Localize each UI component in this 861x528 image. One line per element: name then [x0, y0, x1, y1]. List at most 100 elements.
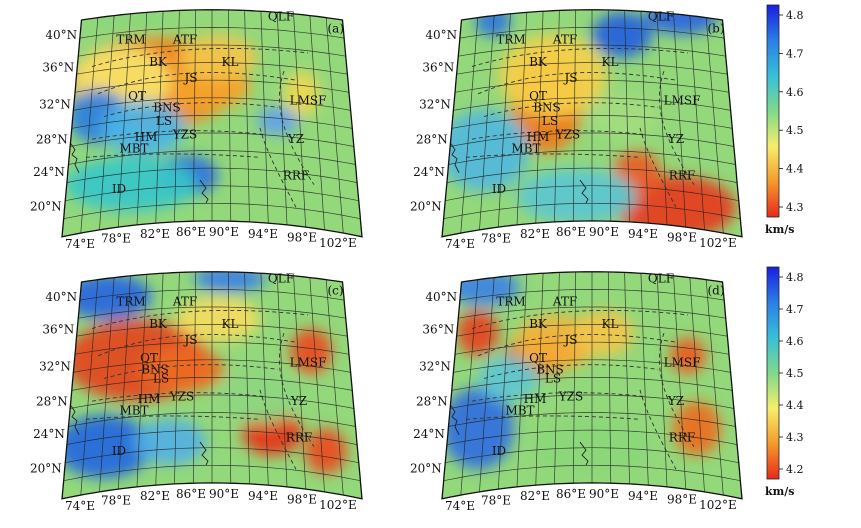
fault-label: ATF: [552, 294, 577, 308]
fault-trace: [471, 47, 689, 67]
longitude-label: 86°E: [176, 225, 206, 239]
fault-label: ID: [112, 182, 126, 196]
fault-label: HM: [524, 392, 547, 406]
longitude-label: 98°E: [667, 231, 697, 245]
map-frame: [441, 9, 743, 238]
parallel: [73, 359, 351, 373]
fault-label: LS: [542, 114, 558, 128]
fault-label: JS: [562, 71, 577, 85]
fault-label: TRM: [116, 294, 145, 308]
fault-label: HM: [135, 130, 158, 144]
longitude-label: 90°E: [209, 225, 239, 239]
parallel: [450, 394, 734, 409]
fault-label: LMSF: [664, 356, 701, 370]
colorbar-tick-label: 4.3: [786, 201, 804, 214]
latitude-label: 40°N: [425, 28, 457, 42]
parallel: [73, 97, 351, 111]
longitude-label: 74°E: [445, 499, 475, 513]
longitude-label: 82°E: [140, 489, 170, 503]
parallel: [71, 377, 353, 391]
panel-letter: (a): [328, 22, 345, 36]
fault-label: QT: [128, 89, 146, 103]
fault-label: LMSF: [290, 94, 327, 108]
parallel: [76, 324, 348, 337]
fault-label: KL: [222, 317, 239, 331]
latitude-label: 36°N: [422, 323, 454, 337]
colorbar-tick-label: 4.8: [786, 9, 804, 22]
coastline: [70, 405, 80, 435]
longitude-label: 78°E: [101, 231, 131, 245]
latitude-label: 32°N: [419, 360, 451, 374]
colorbar-colorbar_bottom: 4.8 4.7 4.6 4.5 4.4 4.3 4.2 km/s: [765, 266, 804, 498]
longitude-label: 98°E: [287, 231, 317, 245]
parallel: [71, 115, 353, 129]
longitude-label: 82°E: [520, 227, 550, 241]
map-panel-c: 40°N 36°N 32°N 28°N 24°N 20°N 74°E 78°E 82°E 86°E…: [30, 271, 363, 513]
latitude-label: 40°N: [425, 290, 457, 304]
fault-label: YZS: [558, 390, 583, 404]
map-content: [62, 271, 362, 499]
fault-label: KL: [602, 317, 619, 331]
parallel: [76, 62, 348, 75]
fault-label: BK: [529, 317, 548, 331]
parallel: [65, 185, 359, 202]
parallel: [456, 324, 728, 337]
longitude-label: 78°E: [481, 493, 511, 507]
parallel: [446, 167, 738, 183]
anomaly-region-6: [442, 387, 514, 470]
coastline: [579, 179, 589, 204]
fault-trace: [477, 334, 677, 357]
fault-label: JS: [182, 71, 197, 85]
fault-trace: [465, 153, 641, 158]
anomaly-region-6: [101, 100, 185, 156]
coastlines: [450, 143, 589, 204]
longitude-label: 94°E: [248, 227, 278, 241]
fault-traces: [85, 47, 315, 208]
longitude-label: 86°E: [556, 225, 586, 239]
longitude-label: 82°E: [140, 227, 170, 241]
latitude-label: 40°N: [45, 28, 77, 42]
fault-label: YZ: [290, 394, 307, 408]
parallel: [443, 464, 741, 482]
fault-label: YZS: [169, 390, 194, 404]
parallel: [443, 202, 741, 220]
parallel: [448, 150, 736, 165]
fault-traces: [465, 47, 695, 208]
anomaly-region-1: [140, 346, 224, 393]
anomaly-region-8: [517, 168, 637, 224]
map-frame: [61, 271, 363, 500]
longitude-label: 94°E: [628, 489, 658, 503]
fault-label: JS: [562, 333, 577, 347]
anomaly-region-2: [592, 12, 652, 58]
fault-label: QLF: [268, 272, 294, 286]
map-content: [442, 9, 742, 237]
fault-label: TRM: [496, 32, 525, 46]
longitude-label: 102°E: [319, 498, 357, 512]
parallel: [70, 132, 354, 147]
coastline: [450, 143, 460, 173]
fault-label: QLF: [268, 10, 294, 24]
fault-traces: [465, 309, 695, 470]
parallel: [66, 167, 358, 183]
fault-label: QLF: [648, 10, 674, 24]
longitude-label: 98°E: [667, 493, 697, 507]
fault-label: KL: [602, 55, 619, 69]
coastlines: [70, 143, 209, 204]
fault-label: TRM: [496, 294, 525, 308]
parallel: [453, 359, 731, 373]
parallel: [458, 306, 726, 319]
longitude-label: 90°E: [209, 487, 239, 501]
coastline: [199, 179, 209, 204]
fault-trace: [259, 127, 297, 208]
velocity-anomalies: [65, 9, 320, 212]
fault-label: BNS: [536, 362, 564, 376]
longitude-label: 98°E: [287, 493, 317, 507]
fault-label: YZ: [287, 132, 304, 146]
parallel: [68, 412, 356, 427]
latitude-label: 20°N: [410, 199, 442, 213]
longitude-label: 78°E: [481, 231, 511, 245]
fault-trace: [639, 127, 677, 208]
longitude-label: 94°E: [248, 489, 278, 503]
longitude-label: 74°E: [65, 499, 95, 513]
latitude-label: 24°N: [33, 427, 65, 441]
